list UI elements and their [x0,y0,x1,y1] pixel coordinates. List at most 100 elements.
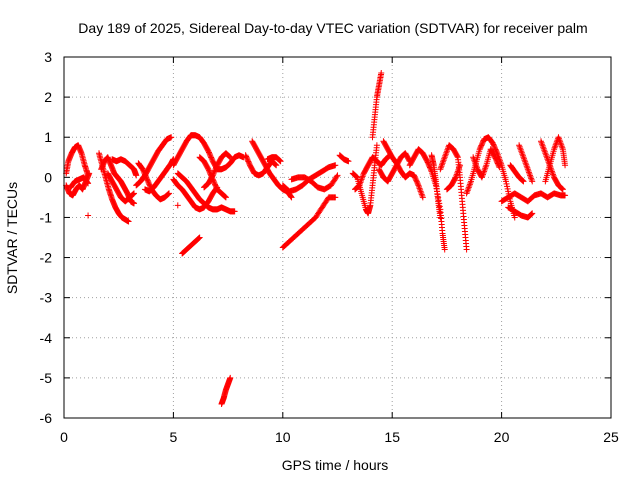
x-axis: 0 5 10 15 20 25 [60,57,619,445]
data-point [165,190,172,197]
data-point [207,153,214,160]
data-point [195,235,202,242]
data-point [222,194,229,201]
data-point [413,177,420,184]
data-point [491,143,498,150]
data-point [412,174,419,181]
data-point [503,180,510,187]
data-point [212,166,219,173]
data-point [477,143,484,150]
data-point [441,246,448,253]
data-point [562,192,569,199]
data-point [226,153,233,160]
data-point [562,162,569,169]
data-point [222,193,229,200]
chart-title: Day 189 of 2025, Sidereal Day-to-day VTE… [78,20,587,36]
data-point [196,234,203,241]
data-point [373,142,380,149]
data-point [143,175,150,182]
data-point [492,145,499,152]
data-point [166,190,173,197]
data-point [211,168,218,175]
data-points [63,70,569,407]
data-point [227,374,234,381]
data-point [143,173,150,180]
data-point [196,235,203,242]
data-point [436,203,443,210]
x-tick-label: 20 [494,429,510,445]
data-point [424,159,431,166]
y-tick-label: 3 [44,49,52,65]
data-point [213,164,220,171]
data-point [479,139,486,146]
data-point [504,185,511,192]
data-point [212,182,219,189]
data-point [494,160,501,167]
y-tick-label: -1 [40,209,53,225]
y-tick-label: -6 [40,410,53,426]
x-tick-label: 10 [275,429,291,445]
data-point [288,193,295,200]
data-point [437,214,444,221]
data-point [209,172,216,179]
data-point [140,167,147,174]
data-point [529,178,536,185]
data-point [463,246,470,253]
data-point [412,176,419,183]
data-point [378,70,385,77]
data-point [496,164,503,171]
data-point [490,142,497,149]
data-point [205,166,212,173]
data-point [276,157,283,164]
data-point [213,183,220,190]
data-point [424,158,431,165]
data-point [411,173,418,180]
data-point [210,171,217,178]
grid [64,57,611,418]
data-point [277,157,284,164]
data-point [478,141,485,148]
data-point [211,180,218,187]
data-point [334,172,341,179]
data-point [528,211,535,218]
data-point [505,188,512,195]
data-point [511,214,518,221]
data-point [211,167,218,174]
data-point [207,152,214,159]
data-point [139,166,146,173]
data-point [84,179,91,186]
data-point [454,153,461,160]
data-point [495,163,502,170]
data-point [478,142,485,149]
data-point [142,172,149,179]
data-point [529,210,536,217]
data-point [345,158,352,165]
y-tick-label: -3 [40,290,53,306]
data-point [144,176,151,183]
data-point [168,134,175,141]
data-point [477,145,484,152]
data-point [210,178,217,185]
data-point [205,149,212,156]
data-point [457,162,464,169]
data-point [243,154,250,161]
data-point [427,165,434,172]
data-point [493,147,500,154]
data-point [559,186,566,193]
data-point [221,193,228,200]
data-point [85,180,92,187]
data-point [419,194,426,201]
data-point [558,185,565,192]
data-point [85,212,92,219]
data-point [141,170,148,177]
data-point [244,157,251,164]
data-point [425,160,432,167]
x-tick-label: 15 [384,429,400,445]
data-point [208,154,215,161]
data-point [414,179,421,186]
data-point [86,170,93,177]
data-point [493,158,500,165]
data-point [559,185,566,192]
data-point [145,178,152,185]
data-point [131,200,138,207]
